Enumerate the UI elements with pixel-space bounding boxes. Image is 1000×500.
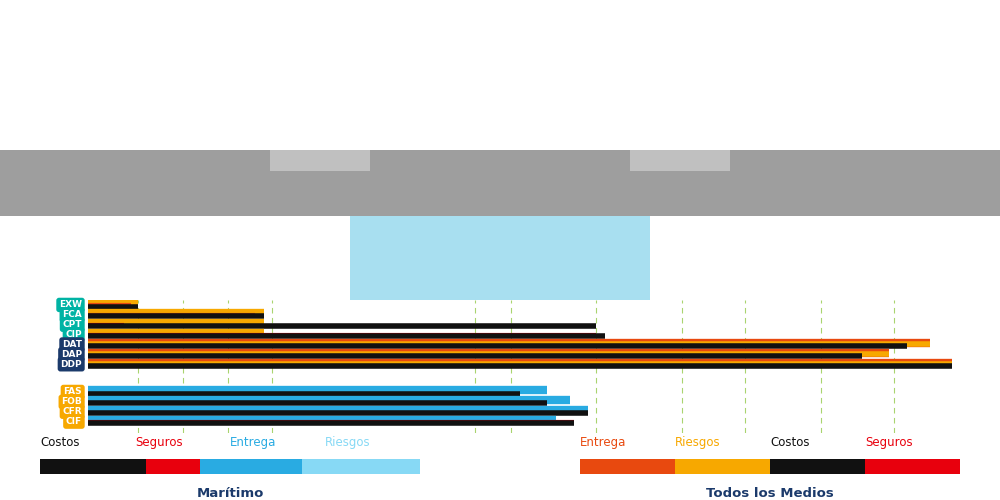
Text: CPT: CPT xyxy=(62,320,82,329)
Text: Riesgos: Riesgos xyxy=(325,436,371,449)
FancyBboxPatch shape xyxy=(146,459,200,473)
Text: Marítimo: Marítimo xyxy=(196,487,264,500)
Text: FOB: FOB xyxy=(61,398,82,406)
FancyBboxPatch shape xyxy=(200,459,302,473)
FancyBboxPatch shape xyxy=(580,459,675,473)
Text: Todos los Medios: Todos los Medios xyxy=(706,487,834,500)
FancyBboxPatch shape xyxy=(40,459,146,473)
FancyBboxPatch shape xyxy=(675,459,770,473)
Text: DDP: DDP xyxy=(60,360,82,369)
Text: Seguros: Seguros xyxy=(865,436,913,449)
Text: CIF: CIF xyxy=(66,417,82,426)
FancyBboxPatch shape xyxy=(865,459,960,473)
Text: Costos: Costos xyxy=(770,436,809,449)
Text: FAS: FAS xyxy=(63,388,82,396)
Text: Costos: Costos xyxy=(40,436,80,449)
FancyBboxPatch shape xyxy=(0,150,1000,216)
FancyBboxPatch shape xyxy=(770,459,865,473)
Text: DAT: DAT xyxy=(62,340,82,349)
FancyBboxPatch shape xyxy=(630,150,730,171)
FancyBboxPatch shape xyxy=(302,459,420,473)
FancyBboxPatch shape xyxy=(270,150,370,171)
Text: Seguros: Seguros xyxy=(135,436,183,449)
Text: DAP: DAP xyxy=(61,350,82,359)
Text: Riesgos: Riesgos xyxy=(675,436,721,449)
Text: CIP: CIP xyxy=(65,330,82,339)
FancyBboxPatch shape xyxy=(350,150,650,300)
Text: CFR: CFR xyxy=(62,407,82,416)
Text: EXW: EXW xyxy=(59,300,82,310)
Text: Entrega: Entrega xyxy=(580,436,626,449)
Text: FCA: FCA xyxy=(62,310,82,320)
Text: Entrega: Entrega xyxy=(230,436,276,449)
